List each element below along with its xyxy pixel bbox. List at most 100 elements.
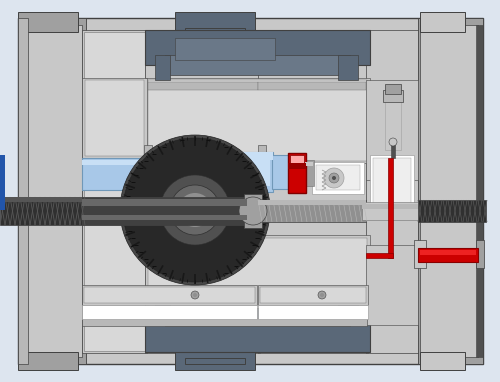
Circle shape (389, 138, 397, 146)
Bar (148, 80, 367, 161)
Bar (418, 200, 486, 222)
Bar (476, 25, 483, 357)
Bar (258, 285, 368, 305)
Bar (150, 158, 270, 186)
Bar (82, 305, 257, 319)
Bar (148, 152, 273, 192)
Bar (366, 80, 418, 180)
Bar (362, 204, 420, 209)
Bar (185, 28, 245, 40)
Bar (316, 165, 360, 190)
Bar (82, 197, 247, 225)
Bar (420, 12, 465, 32)
Bar (383, 90, 403, 102)
Bar (145, 78, 370, 163)
Bar (18, 352, 78, 370)
Circle shape (320, 293, 324, 297)
Bar (82, 78, 147, 158)
Bar (418, 18, 483, 364)
Bar (414, 240, 426, 268)
Bar (304, 160, 314, 186)
Bar (18, 18, 28, 364)
Bar (175, 12, 255, 40)
Bar (260, 287, 366, 303)
Bar (18, 12, 78, 32)
Bar (82, 30, 147, 353)
Circle shape (170, 185, 220, 235)
Bar (82, 285, 257, 305)
Bar (148, 238, 367, 320)
Bar (175, 352, 255, 370)
Bar (420, 250, 476, 255)
Bar (155, 302, 170, 324)
Bar (391, 140, 395, 158)
Bar (22, 25, 82, 357)
Bar (420, 25, 478, 357)
Bar (144, 165, 149, 177)
Circle shape (123, 138, 267, 282)
Bar (258, 145, 266, 175)
Bar (175, 38, 275, 60)
Bar (0, 155, 5, 210)
Bar (82, 318, 367, 326)
Bar (0, 197, 82, 202)
Bar (165, 308, 350, 326)
Bar (388, 158, 393, 258)
Bar (85, 80, 144, 156)
Circle shape (191, 291, 199, 299)
Bar (338, 302, 358, 324)
Bar (312, 162, 364, 194)
Bar (82, 215, 247, 220)
Bar (82, 160, 150, 165)
Bar (148, 82, 258, 90)
Bar (385, 84, 401, 94)
Bar (366, 30, 421, 353)
Bar (385, 95, 401, 150)
Bar (373, 158, 411, 214)
Bar (290, 155, 304, 165)
Bar (370, 155, 414, 217)
Bar (258, 305, 368, 319)
Bar (272, 155, 290, 189)
Bar (366, 245, 418, 325)
Bar (420, 352, 465, 370)
Bar (0, 197, 82, 225)
Circle shape (160, 175, 230, 245)
Circle shape (120, 135, 270, 285)
Bar (418, 248, 478, 262)
Circle shape (239, 197, 267, 225)
Circle shape (324, 168, 344, 188)
Circle shape (178, 193, 212, 227)
Bar (145, 322, 370, 352)
Bar (82, 158, 150, 190)
Bar (82, 202, 247, 206)
Bar (165, 55, 350, 75)
Circle shape (318, 291, 326, 299)
Bar (258, 200, 366, 205)
Circle shape (332, 176, 336, 180)
Bar (338, 55, 358, 80)
Bar (84, 32, 145, 351)
Bar (148, 152, 273, 160)
Bar (145, 30, 370, 65)
Circle shape (329, 173, 339, 183)
Bar (366, 253, 393, 258)
Circle shape (193, 293, 197, 297)
Bar (258, 82, 366, 90)
Bar (145, 30, 260, 353)
Bar (305, 162, 313, 166)
Bar (362, 202, 420, 220)
Bar (244, 194, 262, 228)
Bar (185, 358, 245, 364)
Bar (84, 287, 255, 303)
Bar (288, 153, 306, 193)
Bar (258, 200, 366, 222)
Bar (145, 235, 370, 323)
Bar (258, 30, 368, 353)
Bar (476, 240, 484, 268)
Circle shape (184, 199, 206, 221)
Bar (18, 18, 86, 364)
Bar (144, 145, 152, 175)
Bar (82, 199, 247, 206)
Bar (288, 163, 306, 169)
